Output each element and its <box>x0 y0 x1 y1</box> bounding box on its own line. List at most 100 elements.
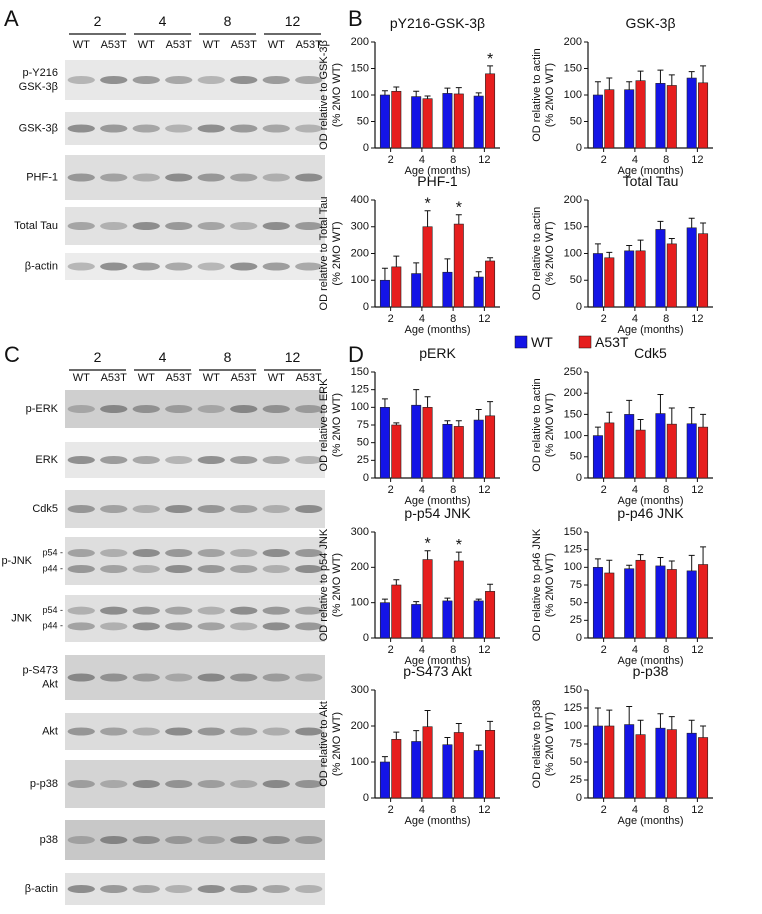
error-bar <box>487 65 494 74</box>
bar <box>422 98 433 149</box>
y-tick-label: 50 <box>357 437 369 449</box>
x-tick-label: 8 <box>450 484 456 496</box>
x-axis-label: Age (months) <box>617 165 683 177</box>
bar <box>592 725 603 799</box>
x-tick-label: 4 <box>632 644 638 656</box>
blot-band <box>197 222 225 230</box>
error-bar <box>594 81 601 95</box>
y-tick-label: 50 <box>570 597 582 609</box>
blot-band <box>230 622 258 631</box>
y-axis-label: OD relative to Akt <box>318 701 330 787</box>
y-tick-label: 300 <box>351 684 369 696</box>
error-bar <box>393 731 400 740</box>
blot-band <box>197 622 225 631</box>
error-bar <box>637 418 644 431</box>
row-label: p-ERK <box>26 403 59 415</box>
bar <box>666 85 677 149</box>
bar <box>442 600 453 639</box>
blot-band <box>230 222 258 230</box>
x-tick-label: 8 <box>663 154 669 166</box>
blot-band <box>100 673 128 682</box>
error-bar <box>393 86 400 92</box>
chart-title: p-S473 Akt <box>403 663 472 679</box>
bar <box>686 732 697 799</box>
bar <box>485 730 496 799</box>
y-tick-label: 100 <box>564 430 582 442</box>
blot-band <box>262 727 290 736</box>
blot-band <box>165 456 193 464</box>
blot-band <box>67 727 95 736</box>
y-tick-label: 0 <box>363 792 369 804</box>
blot-band <box>197 836 225 844</box>
blot-image <box>65 537 325 585</box>
y-tick-label: 50 <box>357 115 369 127</box>
y-tick-label: 0 <box>576 632 582 644</box>
bar <box>485 260 496 308</box>
y-tick-label: 200 <box>351 561 369 573</box>
blot-band <box>262 505 290 513</box>
row-label: p-Y216 <box>23 67 58 79</box>
lane-group-label: 8 <box>224 349 232 365</box>
error-bar <box>700 65 707 83</box>
chart-title: Total Tau <box>623 173 679 189</box>
blot-band <box>132 456 160 464</box>
bar <box>442 93 453 149</box>
x-axis-label: Age (months) <box>617 655 683 667</box>
error-bar <box>594 243 601 254</box>
blot-band <box>230 780 258 788</box>
blot-band <box>132 673 160 682</box>
blot-band <box>165 673 193 682</box>
blot-band <box>262 673 290 682</box>
bar <box>422 559 433 639</box>
bar <box>666 243 677 308</box>
y-axis-label: (% 2MO WT) <box>544 393 556 457</box>
blot-band <box>100 727 128 736</box>
blot-band <box>67 456 95 464</box>
blot-band <box>197 76 225 84</box>
blot-band <box>67 222 95 230</box>
blot-band <box>262 222 290 230</box>
bar <box>624 568 635 639</box>
blot-band <box>100 606 128 615</box>
bar <box>379 279 390 308</box>
y-tick-label: 100 <box>351 401 369 413</box>
blot-band <box>197 606 225 615</box>
error-bar <box>475 598 482 601</box>
blot-band <box>295 565 323 573</box>
blot-band <box>100 836 128 844</box>
blot-band <box>165 173 193 182</box>
error-bar <box>688 71 695 79</box>
x-tick-label: 2 <box>601 804 607 816</box>
bar <box>453 223 464 308</box>
blot-band <box>165 727 193 736</box>
chart-title: p-p46 JNK <box>617 505 684 521</box>
error-bar <box>637 719 644 735</box>
blot-band <box>67 885 95 893</box>
blot-band <box>230 505 258 513</box>
x-tick-label: 4 <box>632 154 638 166</box>
x-tick-label: 8 <box>663 804 669 816</box>
error-bar <box>413 90 420 97</box>
bar <box>411 404 422 479</box>
y-axis-label: (% 2MO WT) <box>544 553 556 617</box>
significance-marker: * <box>456 537 462 554</box>
error-bar <box>688 407 695 424</box>
error-bar <box>424 396 431 408</box>
error-bar <box>657 713 664 729</box>
x-tick-label: 12 <box>691 644 703 656</box>
blot-band <box>230 673 258 682</box>
y-axis-label: OD relative to GSK-3β <box>318 40 330 150</box>
blot-band <box>197 780 225 788</box>
x-axis-label: Age (months) <box>404 495 470 507</box>
blot-band <box>197 549 225 557</box>
y-axis-label: OD relative to actin <box>531 378 543 472</box>
blot-band <box>230 405 258 413</box>
blot-image <box>65 595 325 642</box>
error-bar <box>475 744 482 751</box>
chart-title: p-p38 <box>633 663 669 679</box>
blot-band <box>100 549 128 557</box>
x-tick-label: 12 <box>478 804 490 816</box>
bar <box>473 600 484 639</box>
y-axis-label: OD relative to actin <box>531 48 543 142</box>
blot-band <box>100 780 128 788</box>
